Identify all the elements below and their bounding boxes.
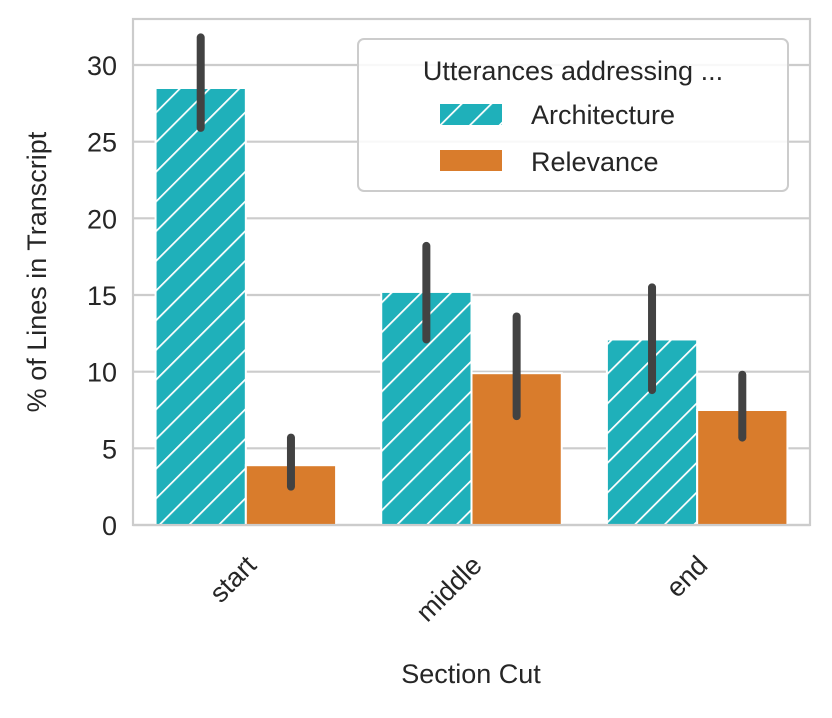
bar-architecture-start <box>154 87 247 526</box>
x-tick-label-start: start <box>204 550 263 609</box>
y-tick-label: 10 <box>87 358 117 388</box>
y-tick-labels: 0 5 10 15 20 25 30 <box>87 51 117 541</box>
x-axis-label: Section Cut <box>401 659 541 689</box>
y-tick-label: 20 <box>87 204 117 234</box>
legend-title: Utterances addressing ... <box>423 56 723 86</box>
y-tick-label: 30 <box>87 51 117 81</box>
legend: Utterances addressing ... Architecture R… <box>357 38 789 192</box>
error-bars <box>196 33 747 491</box>
y-axis-label: % of Lines in Transcript <box>22 131 52 412</box>
legend-label-architecture: Architecture <box>531 100 675 130</box>
y-tick-label: 25 <box>87 128 117 158</box>
legend-swatch-relevance <box>440 150 502 171</box>
y-tick-label: 15 <box>87 281 117 311</box>
x-tick-label-end: end <box>660 550 713 603</box>
x-tick-label-middle: middle <box>410 550 487 627</box>
legend-swatch-architecture <box>440 104 502 125</box>
x-tick-labels: start middle end <box>204 550 714 628</box>
plot-frame <box>131 17 812 527</box>
y-tick-label: 5 <box>102 434 117 464</box>
y-tick-label: 0 <box>102 511 117 541</box>
legend-label-relevance: Relevance <box>531 147 659 177</box>
